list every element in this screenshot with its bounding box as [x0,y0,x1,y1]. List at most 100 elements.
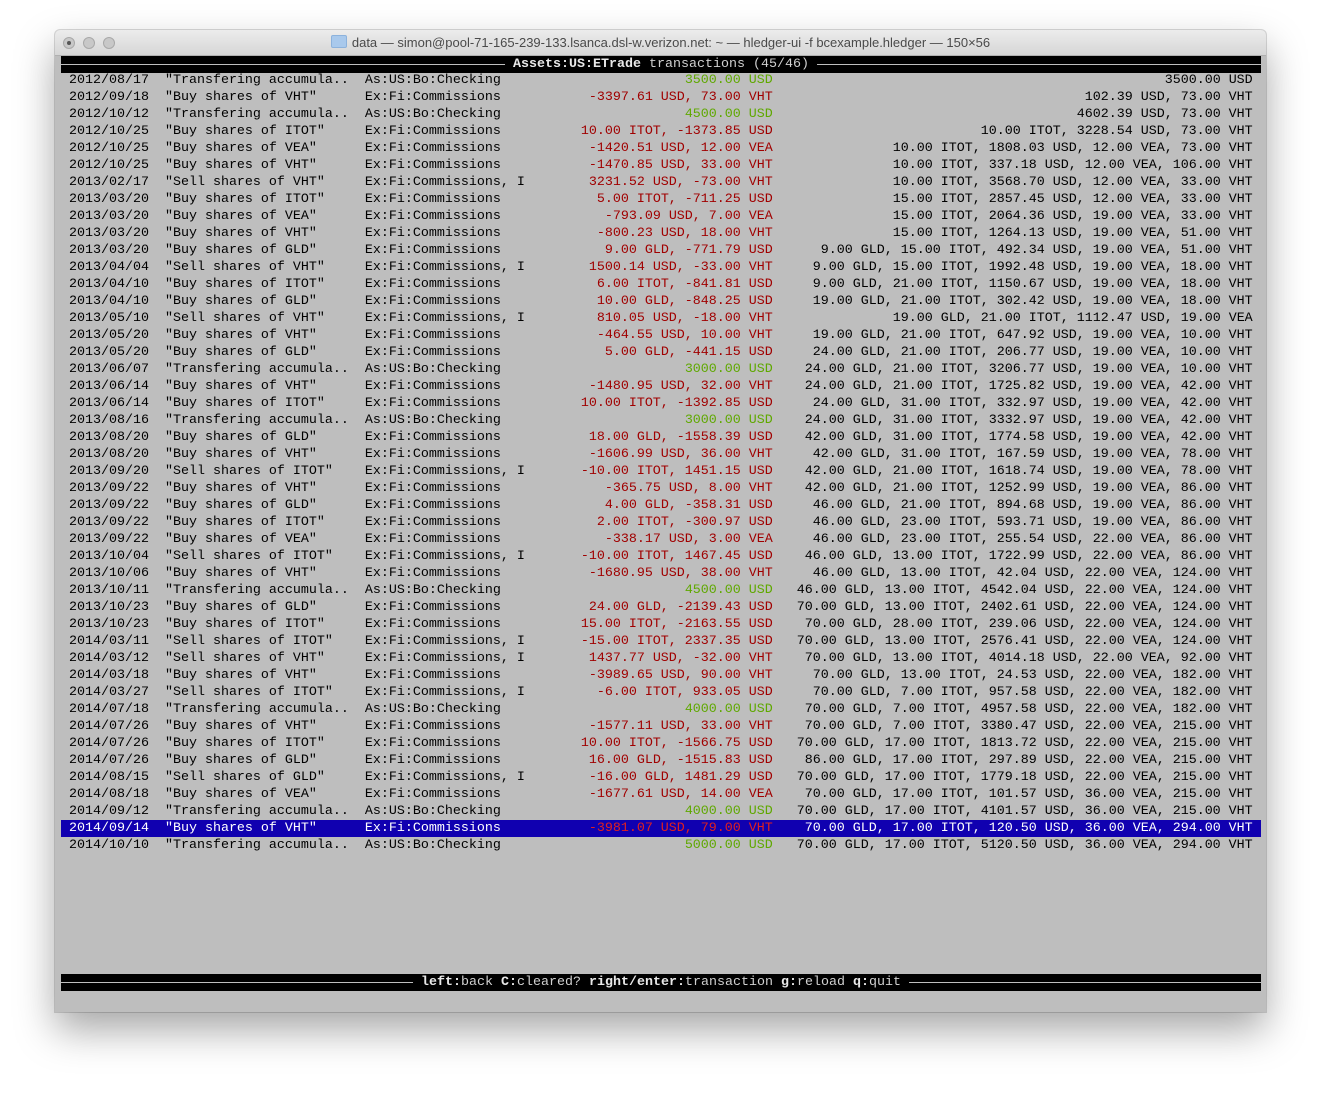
table-row[interactable]: 2014/03/11 "Sell shares of ITOT" Ex:Fi:Com… [61,633,1261,650]
account-cell: Ex:Fi:Commissions, In:.. [364,464,525,479]
close-button[interactable] [63,37,75,49]
table-row[interactable]: 2013/08/20 "Buy shares of VHT" Ex:Fi:Commi… [61,446,1261,463]
account-cell: As:US:Bo:Checking [364,107,501,122]
table-row[interactable]: 2013/05/20 "Buy shares of VHT" Ex:Fi:Commi… [61,327,1261,344]
balance-cell: 70.00 GLD, 13.00 ITOT, 4014.18 USD, 22.0… [804,651,1253,666]
key-action: cleared? [517,975,582,990]
table-row[interactable]: 2013/06/14 "Buy shares of ITOT" Ex:Fi:Comm… [61,395,1261,412]
description-cell: "Buy shares of ITOT" [164,617,325,632]
account-cell: Ex:Fi:Commissions [364,141,501,156]
table-row[interactable]: 2013/04/04 "Sell shares of VHT" Ex:Fi:Comm… [61,259,1261,276]
key-name: q [852,975,861,990]
table-row[interactable]: 2013/10/23 "Buy shares of GLD" Ex:Fi:Commi… [61,599,1261,616]
account-cell: Ex:Fi:Commissions, In:.. [364,260,525,275]
table-row[interactable]: 2012/09/18 "Buy shares of VHT" Ex:Fi:Commi… [61,89,1261,106]
table-row[interactable]: 2013/10/04 "Sell shares of ITOT" Ex:Fi:Com… [61,548,1261,565]
description-cell: "Sell shares of VHT" [164,651,325,666]
description-cell: "Transfering accumula.. [164,583,349,598]
table-row[interactable]: 2013/09/22 "Buy shares of VHT" Ex:Fi:Commi… [61,480,1261,497]
table-row[interactable]: 2013/05/10 "Sell shares of VHT" Ex:Fi:Comm… [61,310,1261,327]
table-row[interactable]: 2014/08/18 "Buy shares of VEA" Ex:Fi:Commi… [61,786,1261,803]
balance-cell: 70.00 GLD, 13.00 ITOT, 2402.61 USD, 22.0… [796,600,1253,615]
table-row[interactable]: 2012/10/12 "Transfering accumula.. As:US:B… [61,106,1261,123]
table-row[interactable]: 2013/02/17 "Sell shares of VHT" Ex:Fi:Comm… [61,174,1261,191]
date-cell: 2014/03/18 [68,668,149,683]
table-row[interactable]: 2013/04/10 "Buy shares of ITOT" Ex:Fi:Comm… [61,276,1261,293]
balance-cell: 9.00 GLD, 15.00 ITOT, 1992.48 USD, 19.00… [812,260,1253,275]
table-row[interactable]: 2013/09/22 "Buy shares of ITOT" Ex:Fi:Comm… [61,514,1261,531]
table-row[interactable]: 2013/09/20 "Sell shares of ITOT" Ex:Fi:Com… [61,463,1261,480]
table-row[interactable]: 2014/07/26 "Buy shares of ITOT" Ex:Fi:Comm… [61,735,1261,752]
table-row[interactable]: 2014/07/18 "Transfering accumula.. As:US:B… [61,701,1261,718]
account-cell: Ex:Fi:Commissions [364,566,501,581]
date-cell: 2013/03/20 [68,209,149,224]
balance-cell: 46.00 GLD, 13.00 ITOT, 42.04 USD, 22.00 … [812,566,1253,581]
table-row[interactable]: 2013/08/16 "Transfering accumula.. As:US:B… [61,412,1261,429]
description-cell: "Buy shares of VEA" [164,209,317,224]
description-cell: "Sell shares of ITOT" [164,549,333,564]
description-cell: "Buy shares of GLD" [164,345,317,360]
balance-cell: 42.00 GLD, 31.00 ITOT, 1774.58 USD, 19.0… [804,430,1253,445]
transaction-list[interactable]: 2012/08/17 "Transfering accumula.. As:US:B… [61,72,1261,854]
table-row[interactable]: 2013/05/20 "Buy shares of GLD" Ex:Fi:Commi… [61,344,1261,361]
table-row[interactable]: 2014/08/15 "Sell shares of GLD" Ex:Fi:Comm… [61,769,1261,786]
table-row[interactable]: 2013/03/20 "Buy shares of ITOT" Ex:Fi:Comm… [61,191,1261,208]
description-cell: "Buy shares of GLD" [164,243,317,258]
table-row[interactable]: 2013/06/07 "Transfering accumula.. As:US:B… [61,361,1261,378]
change-cell: -1480.95 USD, 32.00 VHT [588,379,773,394]
date-cell: 2013/04/10 [68,277,149,292]
key-action: transaction [685,975,773,990]
description-cell: "Buy shares of ITOT" [164,396,325,411]
table-row[interactable]: 2014/07/26 "Buy shares of GLD" Ex:Fi:Commi… [61,752,1261,769]
table-row[interactable]: 2014/10/10 "Transfering accumula.. As:US:B… [61,837,1261,854]
table-row[interactable]: 2013/03/20 "Buy shares of GLD" Ex:Fi:Commi… [61,242,1261,259]
table-row[interactable]: 2013/04/10 "Buy shares of GLD" Ex:Fi:Commi… [61,293,1261,310]
date-cell: 2013/10/23 [68,617,149,632]
table-row[interactable]: 2013/10/23 "Buy shares of ITOT" Ex:Fi:Comm… [61,616,1261,633]
table-row[interactable]: 2014/03/18 "Buy shares of VHT" Ex:Fi:Commi… [61,667,1261,684]
table-row-selected[interactable]: 2014/09/14 "Buy shares of VHT" Ex:Fi:Commi… [61,820,1261,837]
account-cell: As:US:Bo:Checking [364,413,501,428]
account-cell: Ex:Fi:Commissions [364,481,501,496]
footer-bar: left:back C:cleared? right/enter:transac… [61,974,1261,991]
minimize-button[interactable] [83,37,95,49]
change-cell: -1470.85 USD, 33.00 VHT [588,158,773,173]
table-row[interactable]: 2012/08/17 "Transfering accumula.. As:US:B… [61,72,1261,89]
balance-cell: 46.00 GLD, 13.00 ITOT, 4542.04 USD, 22.0… [796,583,1253,598]
table-row[interactable]: 2013/03/20 "Buy shares of VEA" Ex:Fi:Commi… [61,208,1261,225]
description-cell: "Buy shares of ITOT" [164,515,325,530]
description-cell: "Transfering accumula.. [164,413,349,428]
balance-cell: 10.00 ITOT, 3568.70 USD, 12.00 VEA, 33.0… [892,175,1253,190]
date-cell: 2013/08/20 [68,447,149,462]
balance-cell: 86.00 GLD, 17.00 ITOT, 297.89 USD, 22.00… [804,753,1253,768]
table-row[interactable]: 2013/10/11 "Transfering accumula.. As:US:B… [61,582,1261,599]
balance-cell: 3500.00 USD [1164,73,1253,88]
account-cell: Ex:Fi:Commissions [364,532,501,547]
account-cell: Ex:Fi:Commissions [364,787,501,802]
table-row[interactable]: 2014/03/27 "Sell shares of ITOT" Ex:Fi:Com… [61,684,1261,701]
table-row[interactable]: 2014/03/12 "Sell shares of VHT" Ex:Fi:Comm… [61,650,1261,667]
table-row[interactable]: 2013/06/14 "Buy shares of VHT" Ex:Fi:Commi… [61,378,1261,395]
account-cell: As:US:Bo:Checking [364,702,501,717]
date-cell: 2014/07/18 [68,702,149,717]
table-row[interactable]: 2012/10/25 "Buy shares of ITOT" Ex:Fi:Comm… [61,123,1261,140]
table-row[interactable]: 2012/10/25 "Buy shares of VEA" Ex:Fi:Commi… [61,140,1261,157]
table-row[interactable]: 2012/10/25 "Buy shares of VHT" Ex:Fi:Commi… [61,157,1261,174]
balance-cell: 19.00 GLD, 21.00 ITOT, 647.92 USD, 19.00… [812,328,1253,343]
description-cell: "Buy shares of VHT" [164,158,317,173]
table-row[interactable]: 2013/09/22 "Buy shares of VEA" Ex:Fi:Commi… [61,531,1261,548]
description-cell: "Buy shares of VEA" [164,532,317,547]
table-row[interactable]: 2014/07/26 "Buy shares of VHT" Ex:Fi:Commi… [61,718,1261,735]
table-row[interactable]: 2013/08/20 "Buy shares of GLD" Ex:Fi:Commi… [61,429,1261,446]
table-row[interactable]: 2013/03/20 "Buy shares of VHT" Ex:Fi:Commi… [61,225,1261,242]
table-row[interactable]: 2013/09/22 "Buy shares of GLD" Ex:Fi:Commi… [61,497,1261,514]
zoom-button[interactable] [103,37,115,49]
date-cell: 2013/09/22 [68,515,149,530]
key-separator: : [453,975,462,990]
date-cell: 2014/03/11 [68,634,149,649]
table-row[interactable]: 2013/10/06 "Buy shares of VHT" Ex:Fi:Commi… [61,565,1261,582]
account-cell: Ex:Fi:Commissions [364,158,501,173]
description-cell: "Buy shares of GLD" [164,753,317,768]
description-cell: "Sell shares of ITOT" [164,464,333,479]
table-row[interactable]: 2014/09/12 "Transfering accumula.. As:US:B… [61,803,1261,820]
